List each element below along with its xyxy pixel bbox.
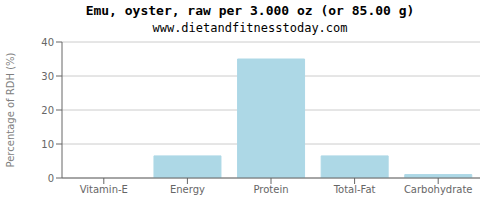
svg-text:Energy: Energy	[170, 184, 205, 195]
svg-text:Vitamin-E: Vitamin-E	[80, 184, 128, 195]
svg-text:30: 30	[41, 71, 54, 82]
svg-text:10: 10	[41, 139, 54, 150]
svg-text:0: 0	[48, 173, 54, 184]
svg-text:Protein: Protein	[253, 184, 288, 195]
svg-text:40: 40	[41, 37, 54, 48]
svg-text:20: 20	[41, 105, 54, 116]
html-text:www.dietandfitnesstoday.com: www.dietandfitnesstoday.com	[152, 21, 348, 35]
html-text:Emu, oyster, raw per 3.000 oz: Emu, oyster, raw per 3.000 oz (or 85.00 …	[85, 3, 415, 18]
svg-text:Carbohydrate: Carbohydrate	[404, 184, 473, 195]
svg-text:Total-Fat: Total-Fat	[333, 184, 376, 195]
svg-text:Percentage of RDH (%): Percentage of RDH (%)	[8, 52, 16, 167]
